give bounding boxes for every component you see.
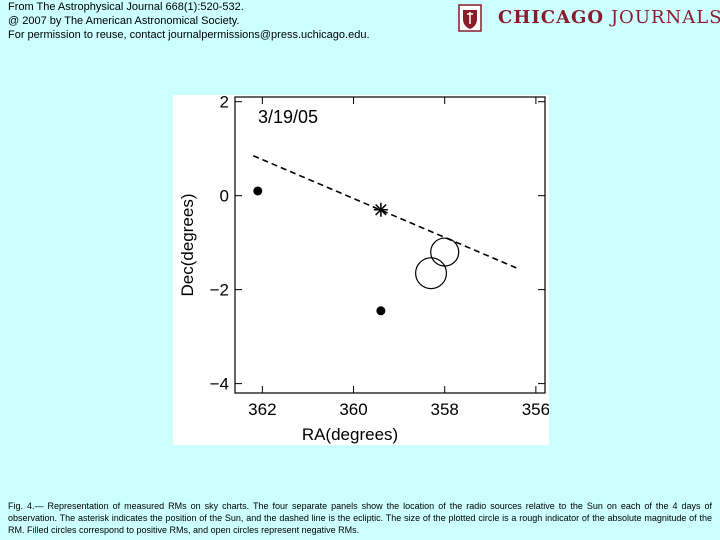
sky-chart: 362 360 358 356 2 0 −2 −4 3/19/05 RA(degrees) Dec… [178, 93, 550, 444]
x-axis-label: RA(degrees) [302, 425, 398, 444]
y-tick-label: −2 [210, 281, 229, 300]
figure-caption: Fig. 4.— Representation of measured RMs … [8, 501, 712, 535]
x-tick-label: 358 [431, 400, 459, 419]
header-line-2: @ 2007 by The American Astronomical Soci… [8, 15, 240, 27]
y-axis-label: Dec(degrees) [178, 194, 197, 297]
panel-date-label: 3/19/05 [258, 107, 318, 127]
sun-asterisk-stroke [375, 203, 387, 216]
plot-area-frame [234, 96, 546, 394]
chicago-journals-logo[interactable]: CHICAGO JOURNALS [458, 4, 720, 34]
figure-panel: 362 360 358 356 2 0 −2 −4 3/19/05 RA(degrees) Dec… [173, 93, 550, 445]
sun-asterisk-marker [373, 202, 388, 217]
x-tick-label: 360 [339, 400, 367, 419]
logo-wordmark: CHICAGO JOURNALS [498, 7, 720, 28]
filled-circle-positive-rm [253, 186, 263, 196]
y-tick-label: 2 [220, 95, 229, 112]
x-tick-label: 356 [522, 400, 549, 419]
ecliptic-line [252, 154, 518, 270]
y-tick-label: −4 [210, 375, 229, 394]
filled-circle-positive-rm [376, 306, 386, 316]
source-header: From The Astrophysical Journal 668(1):52… [8, 0, 370, 42]
logo-word-chicago: CHICAGO [498, 7, 605, 28]
y-tick-label: 0 [220, 187, 229, 206]
header-line-1: From The Astrophysical Journal 668(1):52… [8, 1, 244, 13]
logo-word-journals: JOURNALS [610, 7, 720, 28]
open-circle-negative-rm [430, 237, 460, 267]
header-line-3: For permission to reuse, contact journal… [8, 29, 370, 41]
shield-emblem-icon [458, 4, 482, 32]
open-circle-negative-rm [415, 257, 448, 290]
x-tick-label: 362 [248, 400, 276, 419]
